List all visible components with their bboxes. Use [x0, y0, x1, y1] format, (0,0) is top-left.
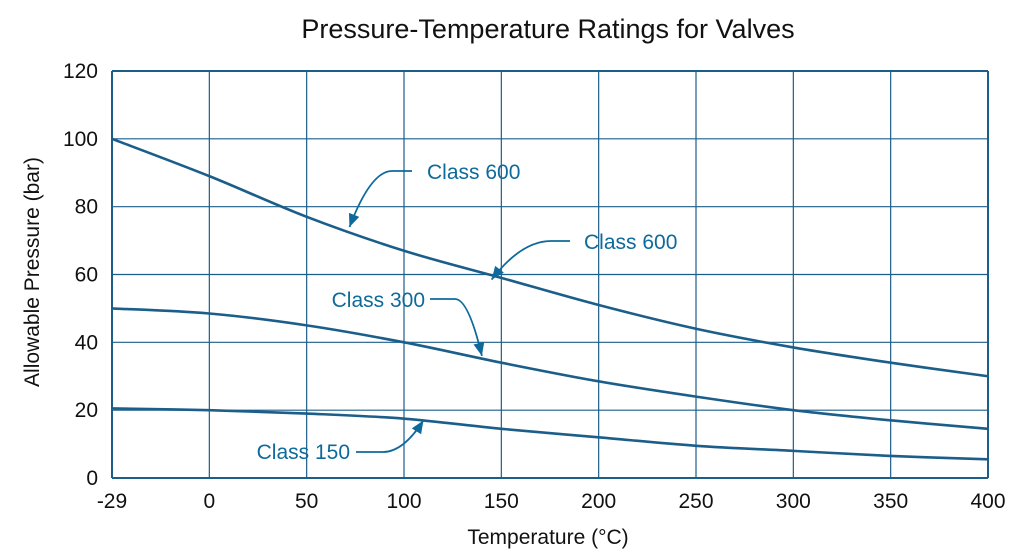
plot-grid — [111, 70, 989, 479]
y-tick-label: 40 — [75, 331, 98, 354]
curve-annotations: Class 600 Class 600 Class 300 Class 150 — [257, 161, 678, 464]
annotation-label: Class 150 — [257, 441, 350, 464]
x-tick-label: 200 — [581, 490, 616, 513]
x-tick-label: 50 — [295, 490, 318, 513]
annotation-arrowhead — [411, 420, 424, 435]
y-axis-label: Allowable Pressure (bar) — [21, 157, 44, 387]
x-tick-label: 150 — [484, 490, 519, 513]
x-tick-label: 100 — [386, 490, 421, 513]
y-tick-label: 60 — [75, 264, 98, 287]
annotation-label: Class 300 — [332, 289, 425, 312]
x-axis-label: Temperature (°C) — [467, 526, 628, 549]
x-tick-label: -29 — [97, 490, 127, 513]
x-tick-label: 350 — [873, 490, 908, 513]
y-tick-label: 0 — [86, 467, 98, 490]
plot-curves — [111, 137, 989, 461]
annotation-arrowhead — [348, 212, 360, 228]
annotation-arrowhead — [473, 341, 485, 356]
chart-title: Pressure-Temperature Ratings for Valves — [301, 14, 794, 44]
y-tick-label: 100 — [63, 128, 98, 151]
y-tick-label: 20 — [75, 399, 98, 422]
curve-class-150 — [111, 407, 989, 461]
annotation-label: Class 600 — [584, 231, 677, 254]
x-tick-label: 300 — [776, 490, 811, 513]
y-tick-label: 120 — [63, 60, 98, 83]
curve-class-300 — [111, 307, 989, 431]
x-tick-label: 400 — [970, 490, 1005, 513]
axis-ticks: -29 0 50 100 150 200 250 300 350 4000204060801001… — [63, 60, 1006, 513]
y-tick-label: 80 — [75, 196, 98, 219]
curve-class-600 — [111, 137, 989, 378]
annotation-label: Class 600 — [427, 161, 520, 184]
annotation-arrowhead — [491, 265, 504, 280]
x-tick-label: 0 — [203, 490, 215, 513]
x-tick-label: 250 — [678, 490, 713, 513]
